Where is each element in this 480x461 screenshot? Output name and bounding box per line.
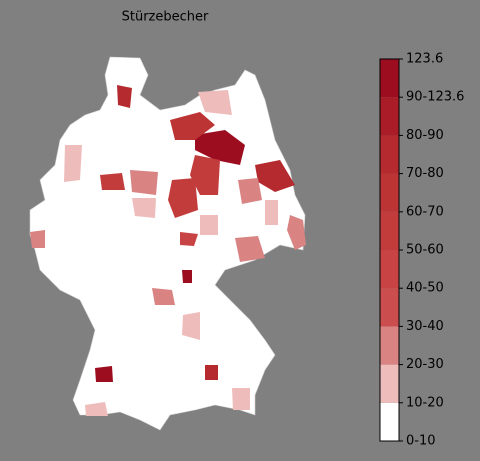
region (168, 178, 198, 218)
region (195, 130, 245, 165)
region (132, 198, 156, 218)
colorbar: 0-10 10-20 20-30 30-40 40-50 50-60 60-70 70-80 8… (379, 52, 464, 449)
colorbar-label: 20-30 (406, 357, 444, 372)
region (100, 173, 125, 190)
colorbar-segment (380, 364, 399, 403)
colorbar-segment (380, 288, 399, 327)
region (190, 155, 220, 195)
map-title: Stürzebecher (122, 10, 209, 25)
colorbar-segment (380, 326, 399, 365)
region (287, 215, 306, 250)
colorbar-segment (380, 135, 399, 174)
colorbar-label: 40-50 (406, 281, 444, 296)
region (200, 215, 218, 235)
region (170, 112, 215, 140)
colorbar-label: 80-90 (406, 128, 444, 143)
colorbar-segment (380, 402, 399, 441)
colorbar-segment (380, 59, 399, 98)
region-fills (30, 85, 306, 416)
region (30, 230, 45, 248)
region (182, 270, 192, 283)
colorbar-label: 90-123.6 (406, 90, 464, 105)
region (232, 388, 250, 410)
region (182, 312, 200, 340)
region (152, 288, 175, 305)
colorbar-label: 30-40 (406, 319, 444, 334)
region (265, 200, 278, 225)
colorbar-segment (380, 250, 399, 289)
region (255, 160, 295, 192)
region (117, 85, 132, 108)
colorbar-segment (380, 97, 399, 136)
region (64, 145, 82, 182)
region (205, 365, 218, 380)
colorbar-segment (380, 211, 399, 250)
region (95, 366, 113, 382)
colorbar-label: 70-80 (406, 166, 444, 181)
region (238, 178, 262, 204)
region (180, 232, 198, 246)
colorbar-label: 0-10 (406, 434, 436, 449)
colorbar-label: 50-60 (406, 243, 444, 258)
germany-map (29, 56, 306, 431)
colorbar-label: 10-20 (406, 395, 444, 410)
colorbar-segment (380, 173, 399, 212)
colorbar-label: 123.6 (406, 52, 443, 67)
region (130, 170, 158, 195)
region (198, 90, 232, 115)
colorbar-label: 60-70 (406, 204, 444, 219)
region (85, 402, 108, 416)
region (235, 236, 265, 262)
